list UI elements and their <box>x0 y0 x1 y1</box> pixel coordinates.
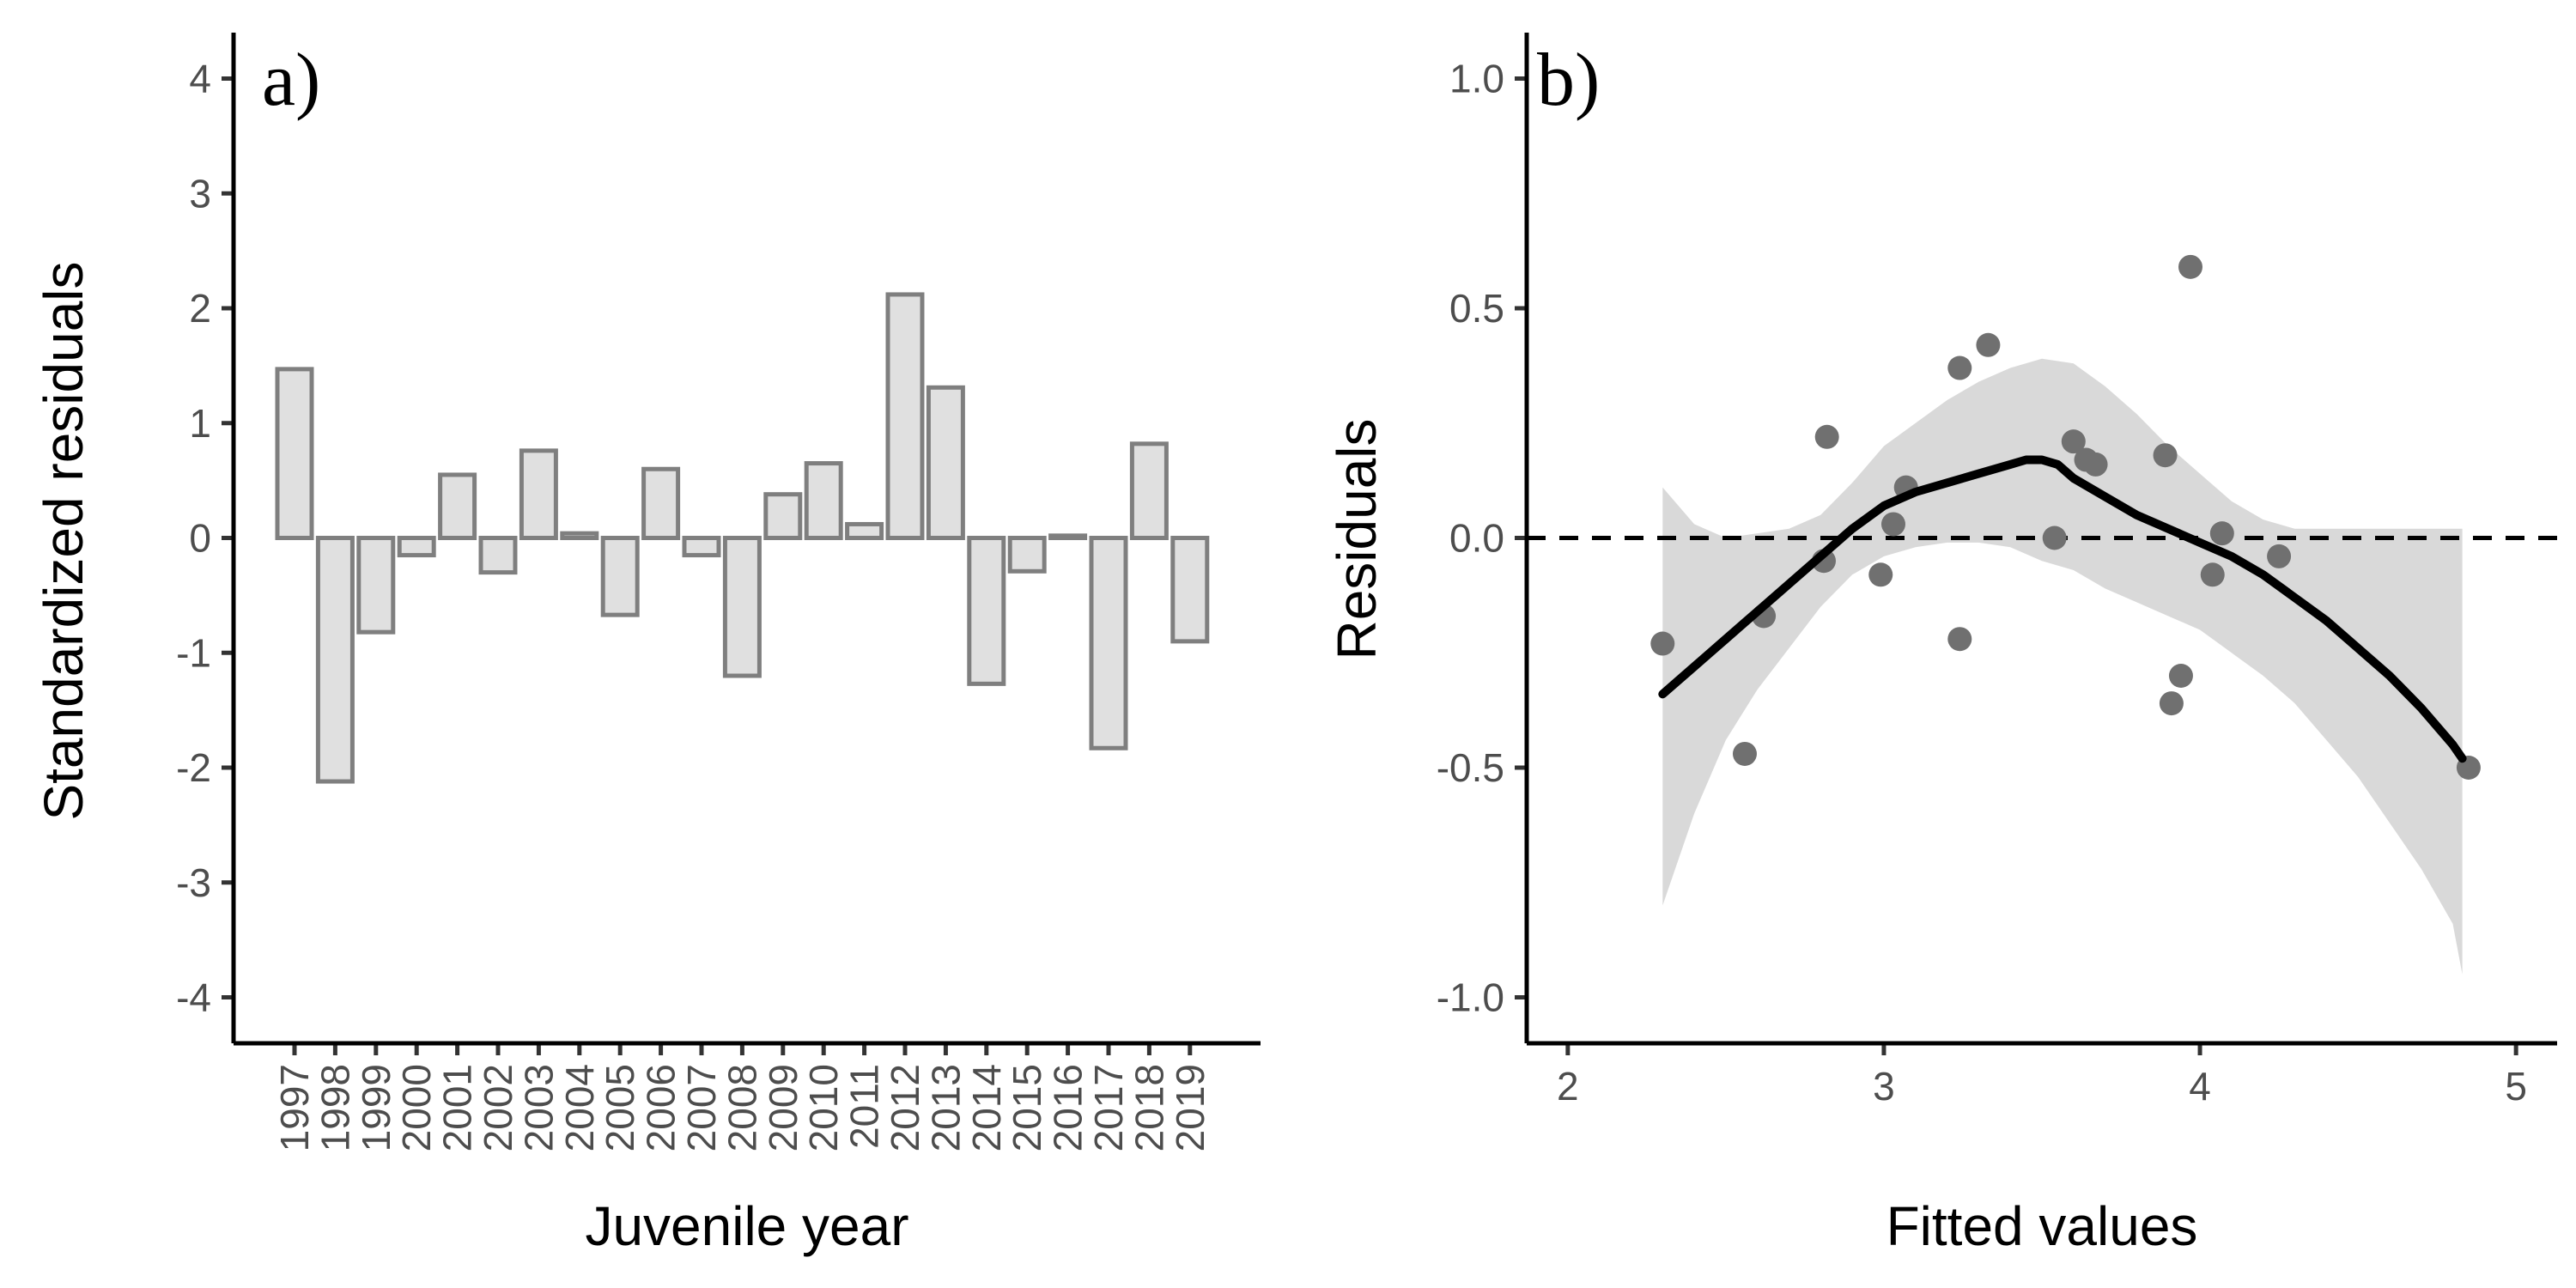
y-tick-label: 1.0 <box>1449 57 1504 101</box>
x-tick-label: 2001 <box>435 1064 480 1151</box>
bar <box>1170 536 1210 644</box>
bar <box>1007 536 1047 574</box>
data-point <box>2061 429 2086 454</box>
y-tick-label: 3 <box>189 171 211 216</box>
bar <box>763 492 803 540</box>
data-point <box>2153 443 2178 468</box>
x-tick-label: 3 <box>1873 1064 1895 1109</box>
points <box>1650 254 2481 780</box>
y-ticks: -4 -3 -2 -1 0 1 2 3 4 <box>176 57 234 1020</box>
bar <box>478 536 518 575</box>
data-point <box>1947 355 1972 380</box>
data-point <box>2083 452 2108 477</box>
smooth-line <box>1658 455 2467 763</box>
data-point <box>2267 544 2292 568</box>
y-axis-title: Standardized residuals <box>33 261 94 820</box>
y-tick-label: -3 <box>176 860 211 905</box>
x-tick-label: 2004 <box>557 1064 602 1151</box>
x-tick-label: 2010 <box>801 1064 846 1151</box>
y-ticks: -1.0 -0.5 0.0 0.5 1.0 <box>1437 57 1527 1020</box>
data-point <box>2178 254 2203 279</box>
x-tick-label: 2015 <box>1005 1064 1049 1151</box>
data-point <box>1650 631 1675 656</box>
bar <box>845 521 884 541</box>
data-point <box>1947 627 1972 652</box>
y-tick-label: -1 <box>176 630 211 675</box>
x-tick-label: 2000 <box>394 1064 439 1151</box>
bar <box>560 531 599 541</box>
x-tick-label: 2003 <box>516 1064 561 1151</box>
y-axis-title: Residuals <box>1326 418 1388 659</box>
x-tick-label: 2016 <box>1046 1064 1091 1151</box>
x-tick-label: 2017 <box>1086 1064 1131 1151</box>
y-tick-label: 4 <box>189 57 211 101</box>
y-tick-label: -1.0 <box>1437 975 1504 1020</box>
bar <box>438 472 477 540</box>
panel-label: b) <box>1537 39 1600 122</box>
confidence-band <box>1662 358 2463 975</box>
bar <box>967 536 1006 686</box>
y-tick-label: -4 <box>176 975 211 1020</box>
bar <box>885 292 925 540</box>
y-tick-label: 0.5 <box>1449 286 1504 331</box>
x-tick-label: 2018 <box>1127 1064 1171 1151</box>
x-ticks: 1997199819992000200120022003200420052006… <box>272 1043 1212 1151</box>
x-tick-label: 4 <box>2189 1064 2211 1109</box>
bar <box>519 448 558 540</box>
x-tick-label: 2013 <box>923 1064 968 1151</box>
x-tick-label: 2009 <box>761 1064 805 1151</box>
y-tick-label: 0.0 <box>1449 516 1504 561</box>
data-point <box>1976 332 2001 357</box>
x-axis-title: Fitted values <box>1886 1195 2198 1257</box>
y-tick-label: -0.5 <box>1437 745 1504 790</box>
x-tick-label: 5 <box>2505 1064 2527 1109</box>
panel-label: a) <box>262 39 320 122</box>
bar <box>682 536 721 558</box>
data-point <box>2159 691 2184 716</box>
x-tick-label: 2002 <box>476 1064 520 1151</box>
bar <box>356 536 396 635</box>
x-tick-label: 1998 <box>313 1064 357 1151</box>
bars <box>275 292 1210 784</box>
data-point <box>1868 562 1893 587</box>
data-point <box>1814 424 1839 449</box>
x-tick-label: 2006 <box>639 1064 683 1151</box>
x-tick-label: 2 <box>1557 1064 1579 1109</box>
bar <box>722 536 762 678</box>
x-tick-label: 2019 <box>1168 1064 1212 1151</box>
bar <box>600 536 640 617</box>
bar <box>804 461 843 540</box>
bar <box>926 385 965 540</box>
y-tick-label: 0 <box>189 516 211 561</box>
bar <box>641 466 681 540</box>
data-point <box>1732 741 1757 766</box>
x-tick-label: 1997 <box>272 1064 317 1151</box>
x-tick-label: 2007 <box>679 1064 724 1151</box>
bar <box>397 536 436 558</box>
x-tick-label: 2008 <box>720 1064 764 1151</box>
data-point <box>2200 562 2225 587</box>
bar <box>1129 441 1169 541</box>
x-axis-title: Juvenile year <box>585 1195 908 1257</box>
y-tick-label: 1 <box>189 401 211 446</box>
x-tick-label: 2011 <box>842 1064 887 1149</box>
x-tick-label: 1999 <box>354 1064 398 1151</box>
y-tick-label: -2 <box>176 745 211 790</box>
y-tick-label: 2 <box>189 286 211 331</box>
data-point <box>2168 664 2193 688</box>
x-tick-label: 2012 <box>883 1064 927 1151</box>
bar <box>275 367 314 541</box>
bar <box>1089 536 1128 750</box>
data-point <box>2042 526 2067 550</box>
x-ticks: 2 3 4 5 <box>1557 1043 2527 1109</box>
x-tick-label: 2014 <box>964 1064 1009 1151</box>
bar <box>1048 533 1088 541</box>
data-point <box>1880 512 1905 537</box>
x-tick-label: 2005 <box>598 1064 642 1151</box>
bar <box>315 536 355 784</box>
data-point <box>2209 521 2234 546</box>
